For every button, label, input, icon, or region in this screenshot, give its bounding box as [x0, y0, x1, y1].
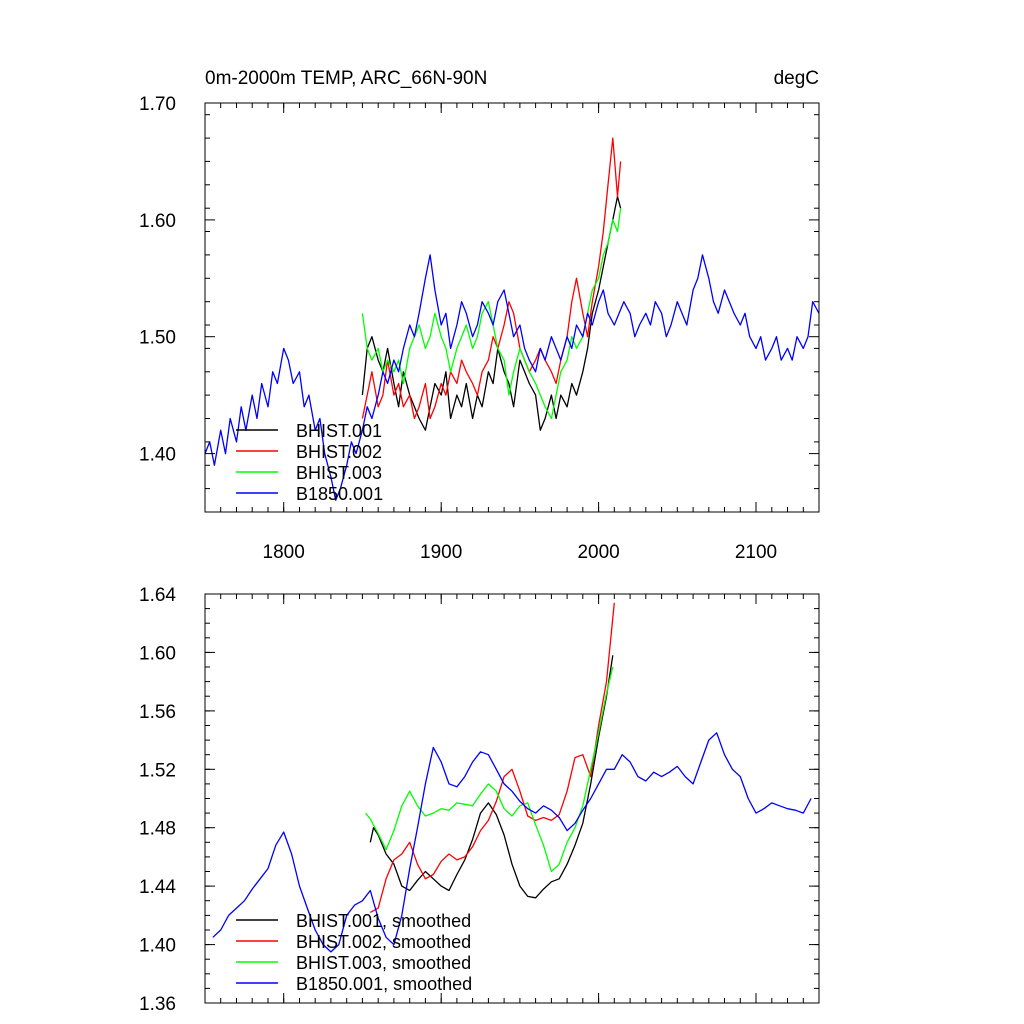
y-tick-label: 1.60: [139, 643, 176, 664]
y-tick-label: 1.56: [139, 702, 176, 723]
series-line-4: [205, 254, 819, 501]
y-tick-label: 1.64: [139, 585, 176, 606]
legend-label-1: BHIST.001: [296, 421, 382, 441]
x-tick-label: 1900: [420, 542, 462, 563]
x-tick-label: 2100: [735, 542, 777, 563]
series-group: [212, 602, 812, 953]
x-tick-label: 2000: [577, 542, 619, 563]
y-tick-label: 1.48: [139, 819, 176, 840]
y-tick-label: 1.70: [139, 94, 176, 115]
bottom-panel: 1.36 1.40 1.44 1.48 1.52 1.56 1.60 1.64 BHIST.00…: [139, 585, 820, 1015]
y-tick-label: 1.40: [139, 936, 176, 957]
series-line-4: [212, 732, 812, 953]
x-tick-label: 1800: [263, 542, 305, 563]
y-tick-label: 1.60: [139, 211, 176, 232]
series-line-3: [365, 666, 614, 873]
y-tick-label: 1.52: [139, 760, 176, 781]
plot-frame: [204, 102, 820, 513]
units-label: degC: [774, 68, 819, 89]
legend-label-2: BHIST.002: [296, 442, 382, 462]
legend-label-4: B1850.001, smoothed: [296, 974, 472, 994]
legend-label-2: BHIST.002, smoothed: [296, 932, 471, 952]
series-line-2: [361, 137, 622, 420]
legend-label-3: BHIST.003, smoothed: [296, 953, 471, 973]
top-panel: 0m-2000m TEMP, ARC_66N-90N degC 1800 1900…: [139, 68, 820, 563]
legend-label-1: BHIST.001, smoothed: [296, 911, 471, 931]
chart-title: 0m-2000m TEMP, ARC_66N-90N: [205, 68, 487, 89]
series-line-1: [369, 655, 614, 899]
series-group: [205, 137, 819, 501]
legend-label-4: B1850.001: [296, 484, 383, 504]
series-line-2: [369, 602, 615, 913]
y-tick-label: 1.36: [139, 994, 176, 1015]
series-line-1: [361, 195, 622, 431]
y-tick-label: 1.50: [139, 328, 176, 349]
y-tick-label: 1.40: [139, 445, 176, 466]
legend-label-3: BHIST.003: [296, 463, 382, 483]
y-tick-label: 1.44: [139, 877, 176, 898]
